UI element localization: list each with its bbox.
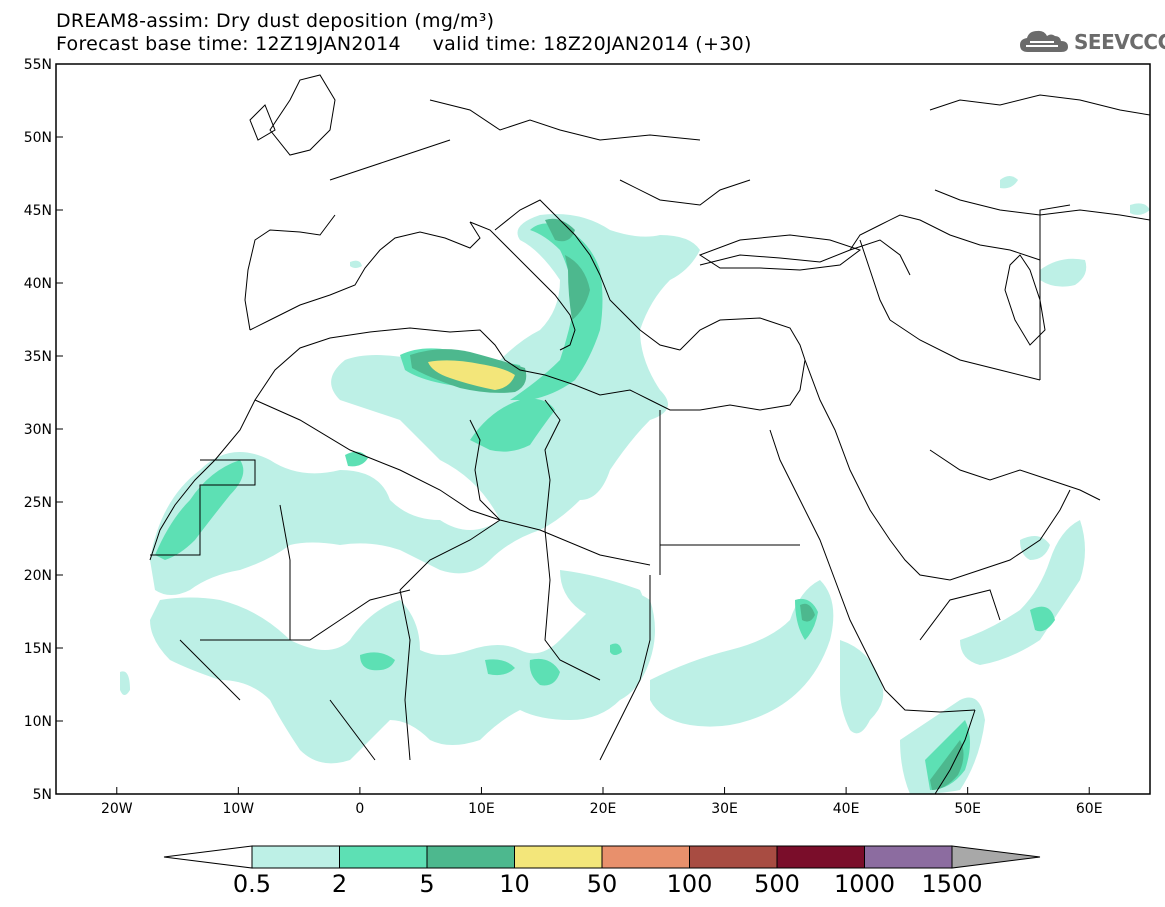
lon-tick-label: 60E [1076, 801, 1103, 817]
seevccc-logo: SEEVCCC [1018, 27, 1165, 57]
colorbar: 0.5 2 5 10 50 100 500 1000 1500 [163, 845, 1041, 898]
colorbar-label: 1500 [921, 870, 982, 898]
logo-text: SEEVCCC [1074, 30, 1165, 54]
lon-tick-label: 10E [468, 801, 495, 817]
lon-tick-label: 10W [222, 801, 254, 817]
lat-tick-label: 45N [24, 203, 52, 219]
colorbar-label: 0.5 [233, 870, 271, 898]
colorbar-bin [601, 845, 690, 869]
lat-tick-label: 10N [24, 714, 52, 730]
lon-tick-label: 30E [711, 801, 738, 817]
deposition-level-10-50 [428, 360, 515, 390]
colorbar-label: 1000 [834, 870, 895, 898]
forecast-time-subtitle: Forecast base time: 12Z19JAN2014 valid t… [56, 33, 752, 55]
lat-tick-label: 50N [24, 130, 52, 146]
colorbar-label: 5 [419, 870, 434, 898]
colorbar-bin [339, 845, 428, 869]
lat-tick-label: 25N [24, 495, 52, 511]
colorbar-under-arrow [163, 845, 253, 869]
colorbar-bin [776, 845, 865, 869]
lat-tick-label: 55N [24, 57, 52, 73]
lon-tick-label: 40E [833, 801, 860, 817]
map-title: DREAM8-assim: Dry dust deposition (mg/m³… [56, 10, 495, 32]
axis-labels: 20W 10W 0 10E 20E 30E 40E 50E 60E 55N 50N 45N 40N 35N… [24, 57, 1103, 817]
colorbar-label: 10 [499, 870, 530, 898]
colorbar-over-arrow [951, 845, 1041, 869]
lon-tick-label: 20E [590, 801, 617, 817]
colorbar-bin [514, 845, 603, 869]
dust-deposition-shading [120, 176, 1150, 794]
colorbar-label: 2 [332, 870, 347, 898]
colorbar-bin [426, 845, 515, 869]
lat-tick-label: 35N [24, 349, 52, 365]
colorbar-label: 100 [667, 870, 713, 898]
lat-tick-label: 15N [24, 641, 52, 657]
colorbar-label: 500 [754, 870, 800, 898]
coastlines-and-borders [149, 74, 1150, 794]
colorbar-bin [864, 845, 953, 869]
colorbar-bin [251, 845, 340, 869]
lat-tick-label: 30N [24, 422, 52, 438]
lat-tick-label: 20N [24, 568, 52, 584]
deposition-level-0.5-2 [120, 176, 1150, 794]
lat-tick-label: 5N [33, 787, 52, 803]
lon-tick-label: 50E [954, 801, 981, 817]
axis-ticks [56, 63, 1090, 795]
colorbar-label: 50 [587, 870, 618, 898]
colorbar-bin [689, 845, 778, 869]
cloud-icon [1020, 30, 1068, 52]
lon-tick-label: 0 [355, 801, 364, 817]
lon-tick-label: 20W [101, 801, 133, 817]
lat-tick-label: 40N [24, 276, 52, 292]
